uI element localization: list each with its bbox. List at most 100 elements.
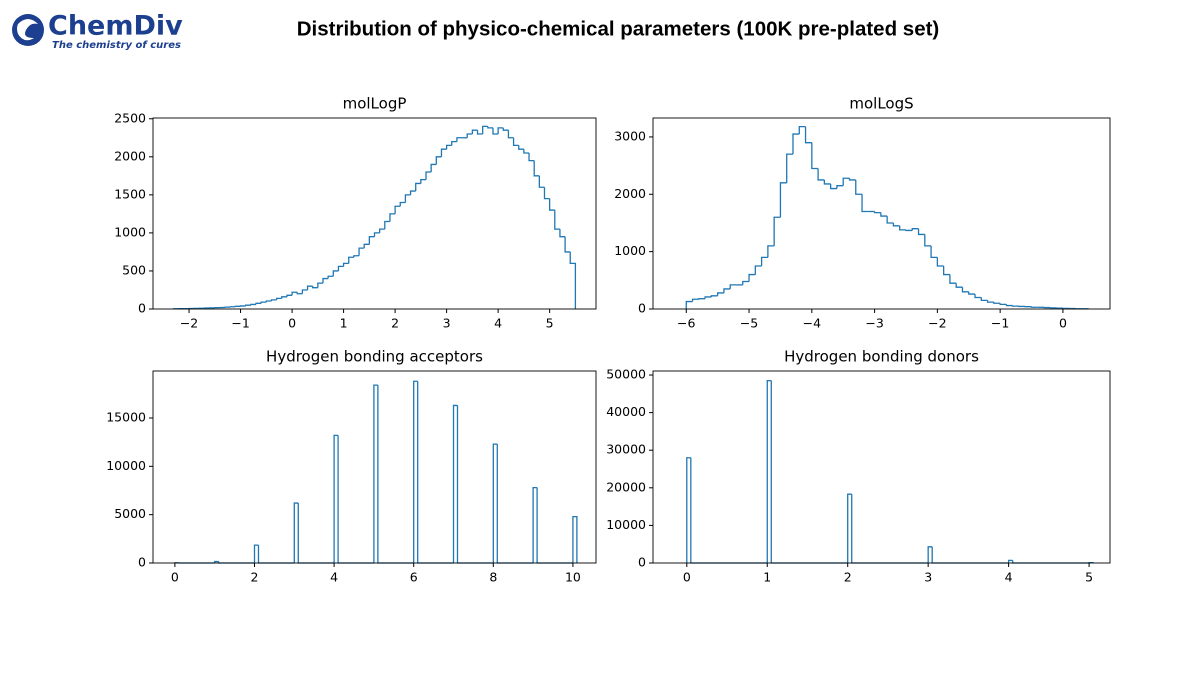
- histogram-step: [686, 457, 691, 563]
- histogram-step: [842, 177, 850, 186]
- histogram-step: [723, 288, 731, 293]
- histogram-step: [804, 126, 812, 144]
- chart-panel: Hydrogen bonding acceptors 0 2 4 6 8 10 0 5000 10…: [106, 348, 597, 585]
- histogram-step: [569, 251, 577, 309]
- logo-swirl: [17, 19, 38, 41]
- y-tick-label: 0: [138, 301, 146, 316]
- axes-frame: [152, 117, 597, 310]
- x-tick-label: 5: [546, 316, 554, 331]
- histogram-step: [742, 280, 750, 285]
- logo: ChemDiv The chemistry of cures: [12, 11, 183, 51]
- histogram-step: [435, 156, 442, 165]
- x-tick-label: 4: [494, 316, 502, 331]
- y-tick-label: 500: [122, 262, 146, 277]
- histogram-step: [523, 149, 530, 154]
- histogram-step: [528, 153, 535, 162]
- histogram-step: [748, 273, 756, 282]
- histogram-step: [861, 194, 869, 213]
- histogram-step: [986, 300, 994, 303]
- histogram-step: [384, 220, 390, 230]
- histogram-step: [255, 302, 262, 305]
- histogram-step: [275, 297, 282, 300]
- x-tick-label: −5: [740, 316, 758, 331]
- histogram-step: [409, 190, 416, 195]
- histogram-step: [296, 292, 303, 295]
- histogram-step: [993, 302, 1001, 304]
- histogram-step: [930, 245, 938, 259]
- histogram-step: [430, 163, 437, 173]
- histogram-step: [420, 178, 427, 184]
- histogram-step: [297, 503, 335, 564]
- histogram-step: [377, 385, 414, 564]
- chart-title: molLogS: [849, 95, 913, 113]
- chart-title: Hydrogen bonding acceptors: [266, 348, 483, 366]
- x-tick-label: −1: [231, 316, 249, 331]
- histogram-step: [729, 284, 737, 289]
- y-tick-label: 50000: [606, 367, 646, 382]
- histogram-step: [931, 546, 1009, 564]
- histogram-step: [823, 179, 831, 185]
- y-tick-label: 0: [638, 555, 646, 570]
- y-tick-label: 2500: [114, 110, 146, 125]
- histogram-step: [512, 137, 519, 147]
- x-tick-label: 0: [683, 570, 691, 585]
- histogram-step: [337, 265, 344, 271]
- histogram-step: [353, 255, 360, 258]
- histogram-step: [260, 301, 267, 304]
- x-tick-label: 3: [443, 316, 451, 331]
- y-tick-label: 20000: [606, 479, 646, 494]
- histogram-step: [554, 210, 560, 230]
- histogram-step: [968, 291, 976, 295]
- histogram-step: [911, 228, 919, 231]
- histogram-step: [798, 125, 806, 135]
- histogram-step: [492, 443, 498, 563]
- x-tick-label: −1: [991, 316, 1009, 331]
- histogram-step: [710, 295, 718, 297]
- histogram-step: [306, 285, 313, 290]
- chart-panel: Hydrogen bonding donors 0 1 2 3 4 5 0 10000 20000…: [606, 348, 1111, 585]
- histogram-step: [425, 171, 432, 180]
- histogram-step: [538, 175, 545, 188]
- histogram-step: [949, 274, 957, 284]
- histogram-step: [543, 187, 550, 200]
- histogram-step: [698, 298, 706, 300]
- histogram-step: [363, 243, 370, 249]
- histogram-step: [270, 299, 277, 302]
- histogram-step: [955, 283, 963, 288]
- histogram-step: [368, 236, 375, 245]
- histogram-step: [847, 493, 852, 563]
- histogram-step: [518, 145, 524, 150]
- histogram-step: [936, 257, 944, 267]
- histogram-step: [999, 303, 1007, 306]
- histogram-step: [445, 144, 452, 150]
- chart-panel: molLogP −2 −1 0 1 2 3 4 5 0 500 1000 1500 2000 2500: [114, 95, 597, 331]
- y-tick-label: 1500: [114, 186, 146, 201]
- logo-tagline: The chemistry of cures: [52, 40, 181, 51]
- histogram-step: [245, 304, 251, 306]
- histogram-step: [312, 286, 318, 289]
- logo-text: ChemDiv: [48, 11, 183, 42]
- x-tick-label: 2: [251, 570, 259, 585]
- axes-frame: [652, 370, 1111, 564]
- histogram-step: [250, 303, 257, 306]
- histogram-step: [855, 179, 863, 195]
- histogram-step: [332, 270, 339, 277]
- x-tick-label: 1: [763, 570, 771, 585]
- y-tick-label: 15000: [106, 409, 146, 424]
- histogram-step: [532, 486, 538, 563]
- histogram-step: [1005, 304, 1013, 307]
- histogram-step: [760, 256, 768, 266]
- histogram-step: [533, 160, 540, 177]
- x-tick-label: 4: [330, 570, 338, 585]
- histogram-step: [265, 300, 272, 303]
- histogram-step: [389, 213, 396, 222]
- y-tick-label: 2000: [614, 186, 646, 201]
- x-tick-label: −2: [180, 316, 198, 331]
- x-tick-label: 6: [410, 570, 418, 585]
- histogram-step: [770, 380, 848, 564]
- histogram-step: [811, 142, 819, 170]
- histogram-step: [379, 228, 385, 233]
- histogram-step: [413, 380, 418, 563]
- histogram-step: [253, 544, 259, 563]
- x-tick-label: 10: [565, 570, 581, 585]
